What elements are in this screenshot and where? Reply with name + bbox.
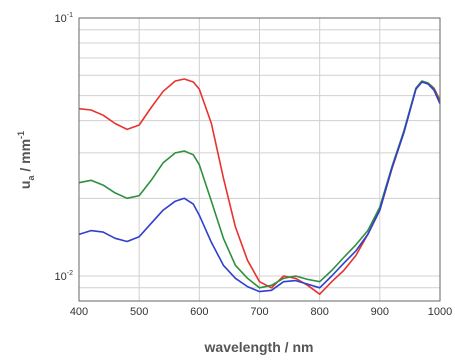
y-axis-label-unit: / mm [17, 139, 33, 176]
x-tick-label: 900 [371, 306, 389, 318]
tick-labels: 400 500 600 700 800 900 1000 10-1 10-2 [55, 12, 453, 318]
y-axis-label-main: u [17, 181, 33, 190]
grid-lines [79, 18, 440, 301]
y-tick-label: 10-1 [55, 12, 74, 25]
y-axis-label-sup: -1 [16, 131, 26, 139]
y-tick-label: 10-2 [55, 270, 74, 283]
x-axis-label: wavelength / nm [204, 339, 314, 355]
x-tick-label: 700 [250, 306, 268, 318]
x-tick-label: 800 [310, 306, 328, 318]
x-tick-label: 500 [130, 306, 148, 318]
x-tick-label: 400 [70, 306, 88, 318]
y-axis-label-sub: a [26, 175, 36, 181]
y-axis-label: ua / mm-1 [16, 131, 36, 189]
x-tick-label: 600 [190, 306, 208, 318]
plot-frame [78, 17, 441, 302]
x-tick-label: 1000 [428, 306, 452, 318]
series-group [78, 78, 441, 296]
series-line-3 [78, 81, 441, 293]
